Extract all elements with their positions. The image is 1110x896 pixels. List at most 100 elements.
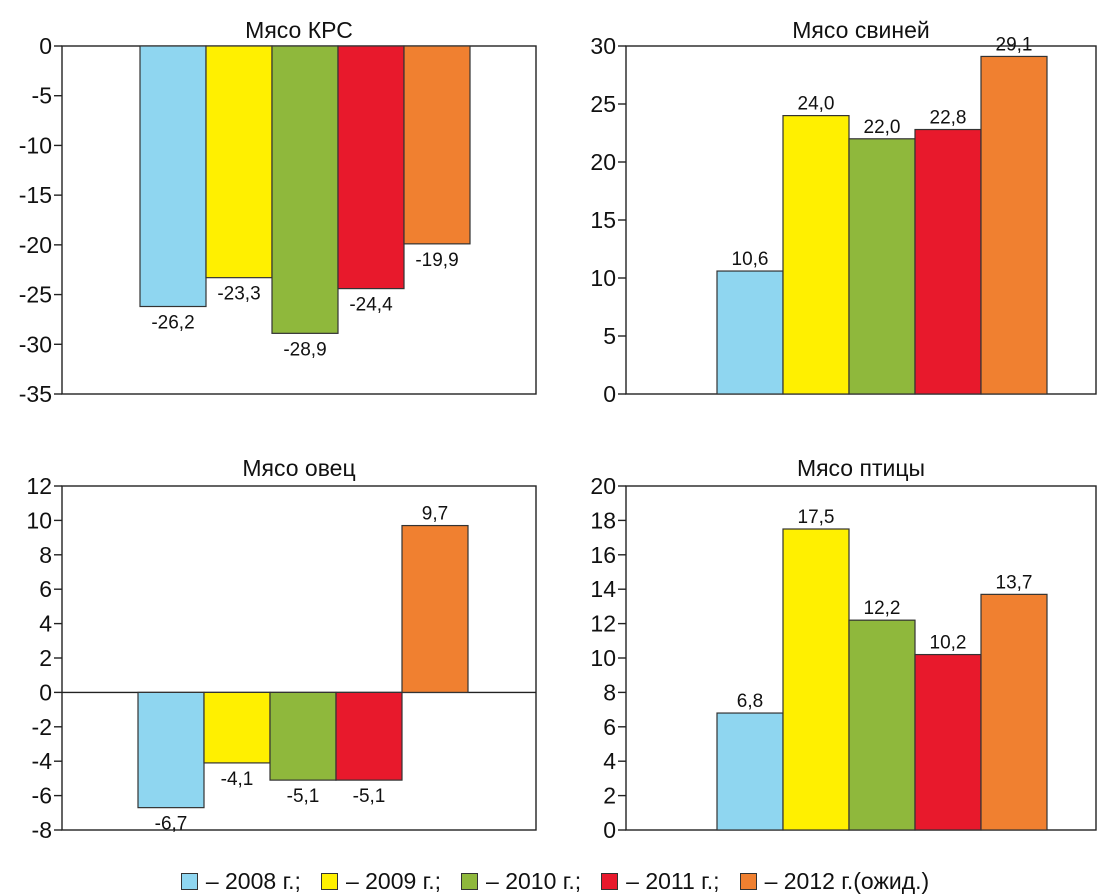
data-label-poultry-2: 12,2 xyxy=(864,598,901,619)
bar-poultry-1 xyxy=(782,528,850,831)
bar-poultry-2 xyxy=(848,619,916,831)
bar-kps-1 xyxy=(205,45,273,279)
y-tick-label-sheep: 4 xyxy=(39,611,52,637)
y-tick-label-sheep: -6 xyxy=(32,783,52,809)
y-tick-label-kps: 0 xyxy=(39,33,52,59)
data-label-sheep-2: -5,1 xyxy=(287,786,320,807)
y-tick-label-poultry: 8 xyxy=(603,679,616,705)
legend-item-2008: – 2008 г.; xyxy=(180,867,301,895)
legend-item-2010: – 2010 г.; xyxy=(461,868,581,895)
bar-sheep-0 xyxy=(137,691,205,809)
legend-swatch-2011 xyxy=(601,872,619,890)
data-label-poultry-4: 13,7 xyxy=(996,572,1033,593)
y-tick-label-sheep: 10 xyxy=(26,507,52,533)
legend-label-2009: – 2009 г.; xyxy=(345,867,442,894)
y-tick-label-sheep: 12 xyxy=(26,473,52,499)
y-tick-label-kps: -10 xyxy=(19,132,52,158)
data-label-kps-1: -23,3 xyxy=(217,284,260,305)
legend-swatch-2009 xyxy=(320,872,338,890)
data-label-kps-3: -24,4 xyxy=(349,295,393,316)
y-tick-label-kps: -25 xyxy=(19,282,52,308)
y-tick-label-kps: -30 xyxy=(19,331,52,357)
legend-swatch-2010 xyxy=(461,872,479,890)
bar-poultry-0 xyxy=(716,712,784,831)
bar-pork-2 xyxy=(848,138,916,395)
bar-pork-0 xyxy=(716,270,784,395)
y-tick-label-poultry: 14 xyxy=(590,576,616,602)
y-tick-label-pork: 10 xyxy=(590,265,616,291)
chart-title-poultry: Мясо птицы xyxy=(797,455,925,481)
data-label-kps-0: -26,2 xyxy=(151,313,194,334)
bar-kps-2 xyxy=(271,45,339,334)
bar-pork-3 xyxy=(914,128,982,395)
data-label-pork-1: 24,0 xyxy=(798,94,835,115)
data-label-pork-3: 22,8 xyxy=(930,108,967,129)
bar-sheep-3 xyxy=(335,691,403,781)
data-label-poultry-3: 10,2 xyxy=(930,633,967,654)
data-label-sheep-0: -6,7 xyxy=(155,814,188,835)
y-tick-label-pork: 20 xyxy=(590,149,616,175)
title-background-poultry xyxy=(787,452,935,480)
chart-title-sheep: Мясо овец xyxy=(242,455,355,481)
bar-pork-4 xyxy=(980,55,1048,395)
bar-poultry-4 xyxy=(980,593,1048,831)
y-tick-label-sheep: -2 xyxy=(32,714,52,740)
legend: – 2008 г.; – 2009 г.; – 2010 г.; – 2011 … xyxy=(0,866,1110,896)
chart-title-kps: Мясо КРС xyxy=(245,17,353,43)
y-tick-label-pork: 30 xyxy=(590,33,616,59)
y-tick-label-sheep: 0 xyxy=(39,679,52,705)
data-label-pork-2: 22,0 xyxy=(864,117,901,138)
bar-kps-4 xyxy=(403,45,471,245)
y-tick-label-poultry: 6 xyxy=(603,714,616,740)
data-label-sheep-4: 9,7 xyxy=(422,504,448,525)
y-tick-label-sheep: -4 xyxy=(32,748,53,774)
y-tick-label-sheep: 6 xyxy=(39,576,52,602)
bar-poultry-3 xyxy=(914,653,982,831)
bar-kps-3 xyxy=(337,45,405,290)
y-tick-label-kps: -35 xyxy=(19,381,52,407)
y-tick-label-poultry: 10 xyxy=(590,645,616,671)
y-tick-label-poultry: 12 xyxy=(590,611,616,637)
y-tick-label-kps: -15 xyxy=(19,182,52,208)
data-label-poultry-0: 6,8 xyxy=(737,691,763,712)
title-background-sheep xyxy=(232,452,366,480)
data-label-kps-4: -19,9 xyxy=(415,250,458,271)
legend-swatch-2012 xyxy=(739,872,757,890)
y-tick-label-pork: 15 xyxy=(590,207,616,233)
legend-label-2008: – 2008 г.; xyxy=(205,867,301,894)
bar-sheep-1 xyxy=(203,691,271,764)
chart-title-pork: Мясо свиней xyxy=(792,17,929,43)
legend-label-2012: – 2012 г.(ожид.) xyxy=(764,867,930,894)
y-tick-label-poultry: 20 xyxy=(590,473,616,499)
data-label-kps-2: -28,9 xyxy=(283,339,326,360)
legend-item-2012: – 2012 г.(ожид.) xyxy=(739,867,930,895)
legend-label-2010: – 2010 г.; xyxy=(486,867,582,894)
data-label-sheep-1: -4,1 xyxy=(221,769,254,790)
data-label-sheep-3: -5,1 xyxy=(353,786,386,807)
y-tick-label-pork: 5 xyxy=(603,323,616,349)
y-tick-label-sheep: -8 xyxy=(32,817,52,843)
bar-pork-1 xyxy=(782,114,850,395)
y-tick-label-poultry: 16 xyxy=(590,542,616,568)
y-tick-label-poultry: 0 xyxy=(603,817,616,843)
bar-kps-0 xyxy=(139,45,207,308)
data-label-poultry-1: 17,5 xyxy=(798,507,835,528)
y-tick-label-poultry: 4 xyxy=(603,748,616,774)
y-tick-label-kps: -5 xyxy=(32,83,52,109)
y-tick-label-poultry: 2 xyxy=(603,783,616,809)
title-background-kps xyxy=(239,14,359,42)
y-tick-label-sheep: 8 xyxy=(39,542,52,568)
y-tick-label-sheep: 2 xyxy=(39,645,52,671)
bar-sheep-4 xyxy=(401,524,469,693)
y-tick-label-pork: 0 xyxy=(603,381,616,407)
data-label-pork-0: 10,6 xyxy=(732,249,769,270)
bar-sheep-2 xyxy=(269,691,337,781)
y-tick-label-poultry: 18 xyxy=(590,507,616,533)
legend-item-2009: – 2009 г.; xyxy=(320,867,442,895)
data-label-pork-4: 29,1 xyxy=(996,34,1033,55)
title-background-pork xyxy=(780,14,942,42)
legend-item-2011: – 2011 г.; xyxy=(601,867,720,895)
y-tick-label-pork: 25 xyxy=(590,91,616,117)
legend-label-2011: – 2011 г.; xyxy=(626,867,720,894)
